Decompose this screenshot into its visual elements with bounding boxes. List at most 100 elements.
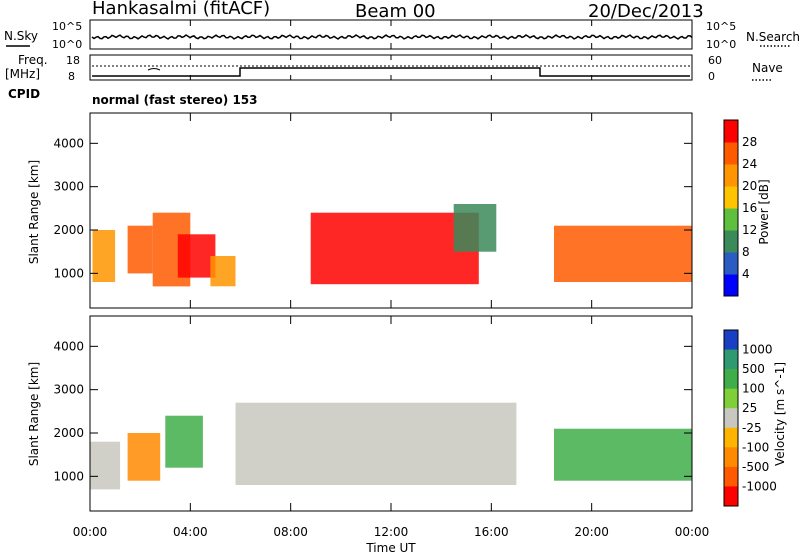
- colorbar-block: [724, 447, 738, 468]
- x-tick-label: 00:00: [73, 525, 108, 539]
- colorbar-block: [724, 120, 738, 143]
- noise-tick-right-bottom: 10^0: [706, 38, 736, 51]
- colorbar-block: [724, 274, 738, 297]
- echo-region: [127, 433, 161, 481]
- colorbar-tick-label: 1000: [742, 343, 773, 357]
- colorbar-block: [724, 408, 738, 429]
- frequency-panel: Freq. [MHz] 18 8 60 0 Nave: [5, 53, 783, 83]
- date-title: 20/Dec/2013: [588, 1, 704, 22]
- echo-region: [235, 402, 517, 485]
- freq-tick-top: 18: [66, 54, 80, 67]
- colorbar-tick-label: 100: [742, 382, 765, 396]
- power-colorbar-blocks: [723, 119, 739, 297]
- beam-title: Beam 00: [355, 1, 436, 22]
- x-tick-label: 20:00: [574, 525, 609, 539]
- x-axis-label: Time UT: [365, 541, 416, 554]
- nsky-label: N.Sky: [4, 29, 38, 43]
- nave-tick-top: 60: [708, 54, 722, 67]
- nave-label: Nave: [752, 61, 783, 75]
- noise-tick-right-top: 10^5: [706, 20, 736, 33]
- nsky-trace: [91, 34, 693, 40]
- power-echo-layer: [92, 204, 692, 287]
- power-colorbar-ticks: 4 8 12 16 20 24 28: [742, 135, 757, 281]
- noise-tick-left-top: 10^5: [52, 20, 82, 33]
- colorbar-tick-label: 16: [742, 201, 757, 215]
- colorbar-block: [724, 164, 738, 187]
- velocity-y-axis-label: Slant Range [km]: [27, 362, 41, 466]
- colorbar-tick-label: -100: [742, 440, 769, 454]
- colorbar-block: [724, 142, 738, 165]
- velocity-colorbar-ticks: 1000 500 100 25 -25 -100 -500 -1000: [742, 343, 777, 494]
- power-panel: 1000 2000 3000 4000 Slant Range [km]: [27, 112, 693, 309]
- y-tick-label: 4000: [53, 339, 84, 353]
- x-tick-label: 16:00: [474, 525, 509, 539]
- velocity-colorbar: 1000 500 100 25 -25 -100 -500 -1000 Velocity [m…: [723, 329, 787, 507]
- y-tick-label: 2000: [53, 223, 84, 237]
- echo-region: [92, 230, 116, 282]
- nave-tick-bottom: 0: [708, 70, 715, 83]
- colorbar-tick-label: -25: [742, 421, 762, 435]
- velocity-echo-layer: [90, 402, 692, 490]
- noise-tick-left-bottom: 10^0: [52, 38, 82, 51]
- frequency-trace: [92, 67, 690, 77]
- colorbar-block: [724, 330, 738, 351]
- colorbar-tick-label: -1000: [742, 479, 777, 493]
- colorbar-tick-label: 25: [742, 401, 757, 415]
- velocity-colorbar-label: Velocity [m s^-1]: [773, 362, 787, 466]
- echo-region: [177, 234, 216, 278]
- power-colorbar-label: Power [dB]: [757, 179, 771, 244]
- velocity-y-ticks: 1000 2000 3000 4000: [53, 339, 692, 483]
- power-y-axis-label: Slant Range [km]: [27, 160, 41, 264]
- freq-tick-bottom: 8: [68, 70, 75, 83]
- frequency-blip: [147, 68, 161, 71]
- colorbar-block: [724, 349, 738, 370]
- y-tick-label: 2000: [53, 426, 84, 440]
- velocity-colorbar-blocks: [723, 329, 739, 507]
- velocity-panel: 1000 2000 3000 4000 Slant Range [km]: [27, 315, 693, 512]
- y-tick-label: 3000: [53, 180, 84, 194]
- colorbar-tick-label: 24: [742, 157, 757, 171]
- colorbar-tick-label: 500: [742, 362, 765, 376]
- echo-region: [453, 204, 497, 252]
- colorbar-tick-label: -500: [742, 460, 769, 474]
- cpid-label: CPID: [8, 87, 40, 101]
- colorbar-block: [724, 230, 738, 253]
- colorbar-block: [724, 466, 738, 487]
- y-tick-label: 4000: [53, 136, 84, 150]
- echo-region: [554, 428, 692, 481]
- colorbar-tick-label: 12: [742, 223, 757, 237]
- colorbar-tick-label: 4: [742, 267, 750, 281]
- noise-panel: N.Sky 10^5 10^0 10^5 10^0 N.Search: [4, 19, 800, 51]
- colorbar-block: [724, 486, 738, 507]
- x-tick-label: 00:00: [675, 525, 710, 539]
- y-tick-label: 3000: [53, 383, 84, 397]
- echo-region: [127, 225, 153, 274]
- radar-title: Hankasalmi (fitACF): [92, 0, 270, 19]
- colorbar-frame: [723, 119, 739, 297]
- colorbar-block: [724, 388, 738, 409]
- power-colorbar: 4 8 12 16 20 24 28 Power [dB]: [723, 119, 771, 297]
- colorbar-block: [724, 186, 738, 209]
- colorbar-frame: [723, 329, 739, 507]
- y-tick-label: 1000: [53, 469, 84, 483]
- x-tick-label: 08:00: [273, 525, 308, 539]
- echo-region: [310, 212, 479, 285]
- colorbar-block: [724, 252, 738, 275]
- colorbar-tick-label: 8: [742, 245, 750, 259]
- power-y-ticks: 1000 2000 3000 4000: [53, 136, 692, 280]
- echo-region: [554, 225, 692, 282]
- echo-region: [210, 256, 236, 287]
- echo-region: [90, 441, 121, 490]
- colorbar-block: [724, 369, 738, 390]
- colorbar-block: [724, 427, 738, 448]
- freq-unit-label: [MHz]: [5, 67, 40, 81]
- colorbar-tick-label: 28: [742, 135, 757, 149]
- colorbar-block: [724, 208, 738, 231]
- x-tick-label: 12:00: [374, 525, 409, 539]
- echo-region: [165, 415, 203, 468]
- freq-label: Freq.: [18, 53, 48, 67]
- colorbar-tick-label: 20: [742, 179, 757, 193]
- time-axis: 00:00 04:00 08:00 12:00 16:00 20:00 00:00: [73, 20, 710, 539]
- y-tick-label: 1000: [53, 266, 84, 280]
